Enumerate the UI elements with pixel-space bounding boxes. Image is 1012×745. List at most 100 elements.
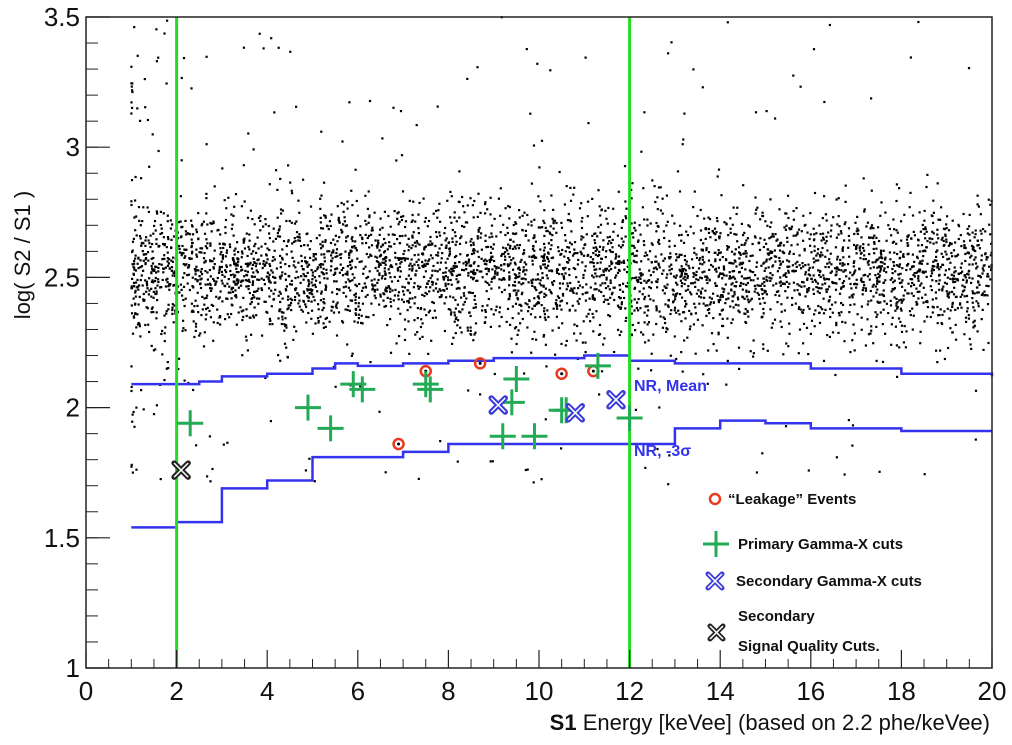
background-point [331,291,334,294]
background-point [763,291,766,294]
background-point [135,286,138,289]
background-point [572,193,575,196]
background-point [316,268,319,271]
background-point [555,305,558,308]
background-point [148,277,151,280]
background-point [840,302,843,305]
background-point [252,250,255,253]
background-point [918,290,921,293]
background-point [132,272,135,275]
background-point [936,182,939,185]
background-point [785,275,788,278]
outlier-point [467,389,470,392]
background-point [762,347,765,350]
background-point [637,280,640,284]
background-point [464,221,467,224]
outlier-point [166,19,169,22]
background-point [511,232,515,235]
outlier-point [807,469,810,472]
background-point [663,317,666,320]
background-point [167,285,170,288]
background-point [421,335,424,338]
background-point [548,231,551,234]
background-point [961,284,964,287]
background-point [864,258,867,261]
background-point [796,243,799,246]
outlier-point [354,168,357,171]
background-point [151,306,154,309]
background-point [823,195,826,198]
background-point [785,342,788,345]
background-point [966,310,969,313]
background-point [356,321,359,324]
background-point [373,294,376,297]
background-point [551,329,554,332]
background-point [403,286,406,289]
background-point [633,298,636,301]
background-point [787,216,790,220]
background-point [955,295,958,298]
background-point [769,251,772,255]
background-point [408,297,411,300]
background-point [919,260,922,263]
background-point [184,255,187,258]
background-point [319,207,322,210]
background-point [286,355,289,359]
background-point [566,285,569,288]
background-point [584,341,587,344]
background-point [411,213,414,217]
background-point [819,269,822,273]
background-point [819,306,822,309]
background-point [816,282,819,285]
background-point [261,266,264,270]
background-point [311,274,314,277]
background-point [926,299,929,303]
background-point [603,337,606,340]
background-point [871,261,874,264]
background-point [527,281,530,284]
background-point [701,324,704,327]
background-point [589,320,592,323]
background-point [424,291,427,294]
background-point [152,310,155,314]
background-point [395,342,398,345]
background-point [144,323,147,327]
background-point [332,251,335,254]
outlier-point [712,317,715,320]
background-point [228,285,231,288]
background-point [492,313,495,316]
background-point [916,270,919,273]
background-point [637,367,640,370]
background-point [600,209,603,212]
background-point [517,312,520,315]
background-point [699,262,702,265]
background-point [545,365,548,368]
background-point [214,283,217,286]
background-point [455,274,458,277]
background-point [293,325,296,328]
background-point [180,226,183,229]
background-point [539,315,542,319]
background-point [705,247,708,250]
background-point [413,254,416,257]
primary-cut-marker [177,410,204,437]
background-point [513,327,517,330]
outlier-point [304,469,307,472]
background-point [393,210,396,213]
background-point [268,248,271,252]
background-point [324,284,327,287]
background-point [656,286,659,289]
background-point [152,349,155,352]
background-point [431,283,434,286]
background-point [184,264,187,267]
background-point [233,253,236,256]
background-point [837,268,840,271]
background-point [862,274,865,277]
background-point [531,281,534,284]
background-point [382,258,385,261]
outlier-point [131,471,134,474]
background-point [775,255,778,258]
background-point [423,220,426,223]
background-point [947,346,950,350]
background-point [890,343,893,346]
